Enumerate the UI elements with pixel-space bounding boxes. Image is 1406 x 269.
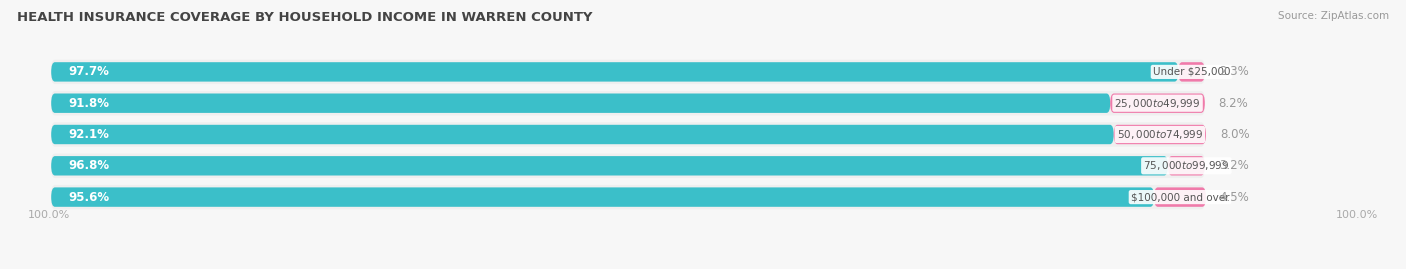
Text: 95.6%: 95.6% (69, 191, 110, 204)
Text: Source: ZipAtlas.com: Source: ZipAtlas.com (1278, 11, 1389, 21)
Text: 100.0%: 100.0% (28, 210, 70, 220)
Text: 97.7%: 97.7% (69, 65, 110, 78)
FancyBboxPatch shape (1111, 94, 1205, 113)
FancyBboxPatch shape (51, 154, 1205, 178)
FancyBboxPatch shape (51, 122, 1205, 147)
FancyBboxPatch shape (1168, 156, 1205, 175)
Text: 91.8%: 91.8% (69, 97, 110, 110)
FancyBboxPatch shape (51, 91, 1205, 115)
Text: $100,000 and over: $100,000 and over (1130, 192, 1229, 202)
Text: 96.8%: 96.8% (69, 159, 110, 172)
FancyBboxPatch shape (1154, 187, 1206, 207)
Text: 8.0%: 8.0% (1220, 128, 1250, 141)
FancyBboxPatch shape (51, 60, 1205, 84)
Text: 92.1%: 92.1% (69, 128, 110, 141)
Text: 100.0%: 100.0% (1336, 210, 1378, 220)
FancyBboxPatch shape (51, 185, 1205, 209)
FancyBboxPatch shape (51, 125, 1114, 144)
Text: 2.3%: 2.3% (1219, 65, 1249, 78)
FancyBboxPatch shape (1178, 62, 1205, 82)
FancyBboxPatch shape (51, 156, 1168, 175)
Text: $25,000 to $49,999: $25,000 to $49,999 (1115, 97, 1201, 110)
Text: 4.5%: 4.5% (1220, 191, 1250, 204)
FancyBboxPatch shape (51, 187, 1154, 207)
Text: HEALTH INSURANCE COVERAGE BY HOUSEHOLD INCOME IN WARREN COUNTY: HEALTH INSURANCE COVERAGE BY HOUSEHOLD I… (17, 11, 592, 24)
Text: 8.2%: 8.2% (1219, 97, 1249, 110)
Text: Under $25,000: Under $25,000 (1153, 67, 1230, 77)
FancyBboxPatch shape (1114, 125, 1206, 144)
Text: $50,000 to $74,999: $50,000 to $74,999 (1116, 128, 1204, 141)
FancyBboxPatch shape (51, 62, 1178, 82)
Text: $75,000 to $99,999: $75,000 to $99,999 (1143, 159, 1229, 172)
Text: 3.2%: 3.2% (1219, 159, 1249, 172)
FancyBboxPatch shape (51, 94, 1111, 113)
